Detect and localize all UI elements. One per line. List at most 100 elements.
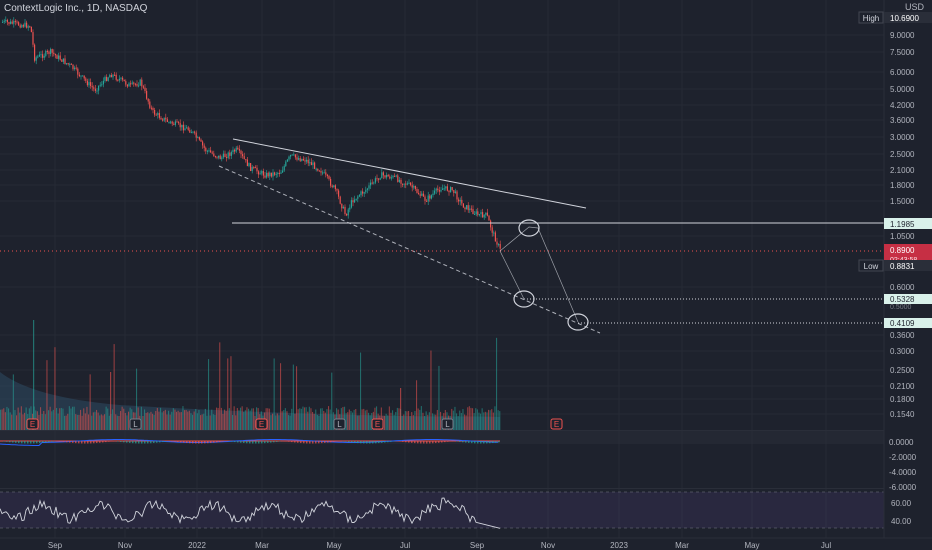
volume-bar xyxy=(345,413,347,430)
pane-separator[interactable] xyxy=(0,488,884,489)
volume-bar xyxy=(465,415,467,430)
candle xyxy=(226,157,228,159)
volume-bar xyxy=(84,413,86,430)
volume-bar xyxy=(366,409,368,430)
volume-bar xyxy=(211,409,213,430)
candle xyxy=(296,157,298,160)
candle xyxy=(418,192,420,195)
candle xyxy=(229,152,231,156)
pane-separator[interactable] xyxy=(0,430,884,431)
macd-tick: -2.0000 xyxy=(889,453,917,462)
volume-bar xyxy=(224,409,226,430)
price-tick: 2.5000 xyxy=(890,150,915,159)
macd-bar xyxy=(480,441,482,444)
volume-bar xyxy=(91,415,93,430)
candle xyxy=(182,124,184,131)
time-label: 2023 xyxy=(610,541,628,550)
volume-spike xyxy=(110,372,112,430)
candle xyxy=(419,194,421,196)
macd-bar xyxy=(261,441,263,444)
volume-bar xyxy=(206,415,208,430)
volume-bar xyxy=(390,412,392,430)
macd-bar xyxy=(18,441,20,444)
volume-bar xyxy=(251,408,253,430)
candle xyxy=(493,232,495,234)
volume-bar xyxy=(168,410,170,430)
volume-bar xyxy=(136,368,138,430)
volume-bar xyxy=(230,356,232,430)
macd-bar xyxy=(321,441,323,444)
candle xyxy=(251,167,253,171)
macd-bar xyxy=(12,441,14,443)
candle xyxy=(42,54,44,58)
volume-bar xyxy=(252,408,254,430)
candle xyxy=(283,166,285,171)
time-axis-bg[interactable] xyxy=(0,538,932,550)
volume-bar xyxy=(302,406,304,430)
candle xyxy=(328,176,330,179)
candle xyxy=(294,154,296,158)
volume-bar xyxy=(88,414,90,430)
volume-bar xyxy=(278,415,280,430)
macd-bar xyxy=(45,441,47,443)
volume-bar xyxy=(203,413,205,430)
volume-bar xyxy=(425,411,427,430)
macd-bar xyxy=(333,441,335,442)
macd-bar xyxy=(348,441,350,443)
macd-bar xyxy=(36,441,38,444)
macd-bar xyxy=(444,441,446,443)
macd-bar xyxy=(213,441,215,443)
volume-bar xyxy=(24,412,26,430)
candle xyxy=(168,121,170,123)
macd-bar xyxy=(405,441,407,443)
macd-bar xyxy=(201,441,203,444)
lower-trendline[interactable] xyxy=(218,165,601,334)
macd-bar xyxy=(360,441,362,444)
volume-bar xyxy=(96,409,98,430)
candle xyxy=(131,82,133,84)
price-candles xyxy=(2,16,501,252)
volume-bar xyxy=(347,412,349,430)
macd-bar xyxy=(21,441,23,444)
volume-bar xyxy=(243,411,245,430)
candle xyxy=(147,98,149,102)
volume-bar xyxy=(315,409,317,430)
volume-bar xyxy=(204,408,206,430)
volume-bar xyxy=(286,411,288,430)
candle xyxy=(440,189,442,192)
candle xyxy=(331,185,333,188)
event-markers: E L E L E L E xyxy=(26,418,563,430)
volume-bar xyxy=(388,406,390,430)
candle xyxy=(189,129,191,133)
candle xyxy=(227,152,229,158)
candle xyxy=(222,153,224,158)
candle xyxy=(83,75,85,79)
candle xyxy=(342,206,344,209)
volume-bar xyxy=(363,408,365,430)
candle xyxy=(118,78,120,81)
macd-bar xyxy=(303,441,305,444)
projection-circle-2[interactable] xyxy=(513,290,535,308)
candle xyxy=(467,205,469,211)
macd-bar xyxy=(231,441,233,442)
volume-bar xyxy=(256,407,258,430)
volume-bar xyxy=(80,409,82,430)
projection-circle-1[interactable] xyxy=(518,219,540,237)
candle xyxy=(50,49,52,55)
price-tick-labels: 9.0000 7.5000 6.0000 5.0000 4.2000 3.6000 3.00… xyxy=(890,31,915,419)
upper-trendline[interactable] xyxy=(232,138,587,209)
macd-bar xyxy=(306,441,308,444)
volume-bar xyxy=(4,412,6,430)
volume-bar xyxy=(54,347,56,430)
candle xyxy=(237,147,239,150)
volume-bar xyxy=(113,344,115,430)
macd-bar xyxy=(288,441,290,442)
volume-bar xyxy=(241,406,243,430)
volume-bar xyxy=(280,363,282,430)
projection-circle-3[interactable] xyxy=(567,313,589,331)
time-label: Nov xyxy=(541,541,555,550)
candle xyxy=(474,213,476,215)
macd-bar xyxy=(486,441,488,444)
time-label: Jul xyxy=(821,541,831,550)
